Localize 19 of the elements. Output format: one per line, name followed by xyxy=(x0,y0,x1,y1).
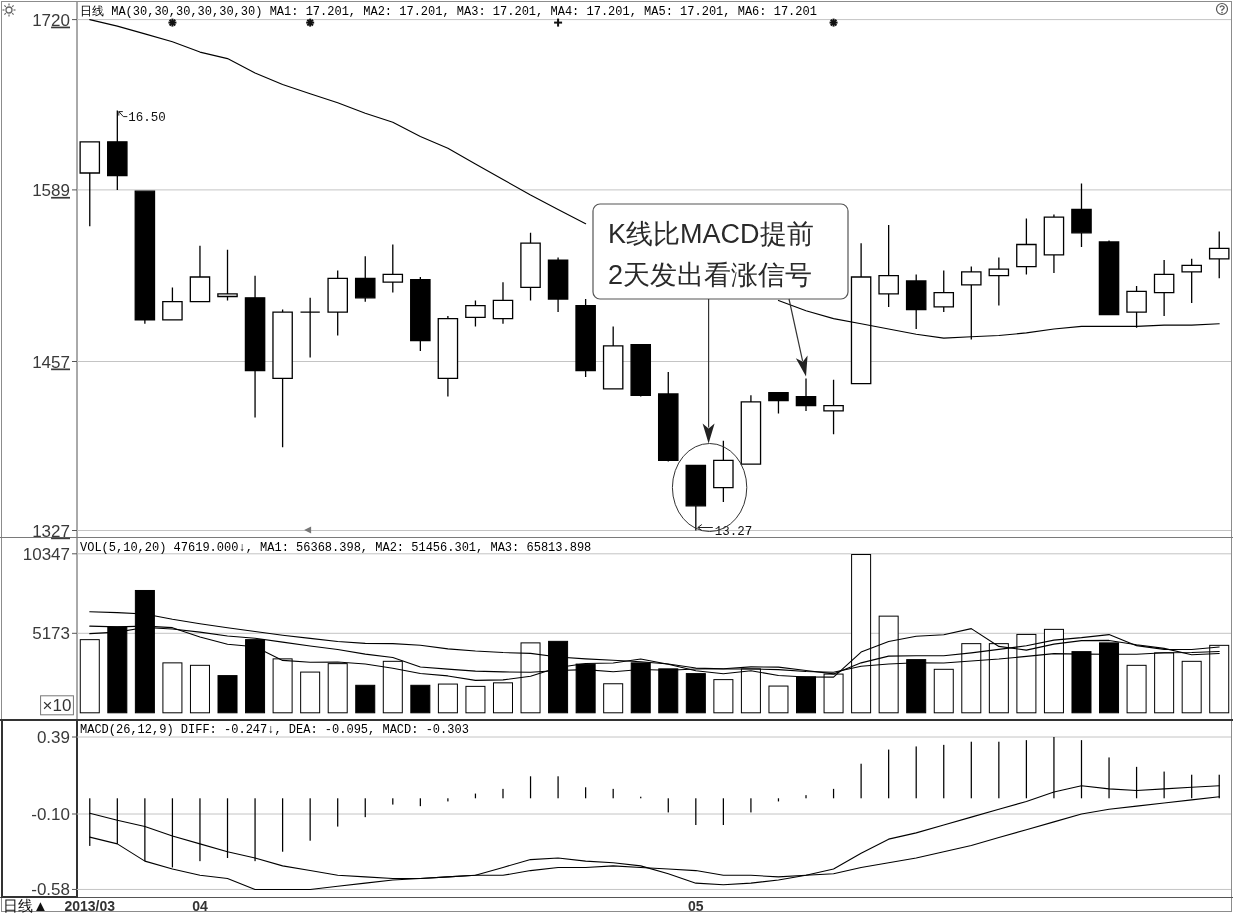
x-tick-label: 2013/03 xyxy=(64,898,116,913)
x-tick-label: 04 xyxy=(192,898,208,913)
y-tick-label: 1327 xyxy=(32,521,70,541)
chart-title: MACD(26,12,9) DIFF: -0.247↓, DEA: -0.095, MACD: -0.303 xyxy=(80,723,469,737)
chart-title: 日线 MA(30,30,30,30,30,30) MA1: 17.201, MA2: 17.201, MA3: 17.201, MA4: 17.201, MA5: 17.201, MA6: 17.201 xyxy=(80,5,817,19)
annotation: K线比MACD提前 2天发出看涨信号 xyxy=(608,219,814,290)
x-tick-label: 05 xyxy=(688,898,704,913)
y-tick-label: 1457 xyxy=(32,352,70,372)
y-tick-label: 10347 xyxy=(22,544,70,564)
y-tick-label: 0.39 xyxy=(36,728,70,747)
y-tick-label: -0.58 xyxy=(31,880,70,900)
y-tick-label: 1589 xyxy=(32,180,70,200)
annotation: 13.27 xyxy=(714,524,753,539)
annotation: 16.50 xyxy=(128,110,166,125)
chart-title: VOL(5,10,20) 47619.000↓, MA1: 56368.398, MA2: 51456.301, MA3: 65813.898 xyxy=(80,541,592,555)
y-tick-label: 5173 xyxy=(32,624,70,644)
y-tick-label: 1720 xyxy=(32,10,70,30)
x-axis-title: 日线▲ xyxy=(3,897,48,913)
y-tick-label: -0.10 xyxy=(31,805,70,825)
